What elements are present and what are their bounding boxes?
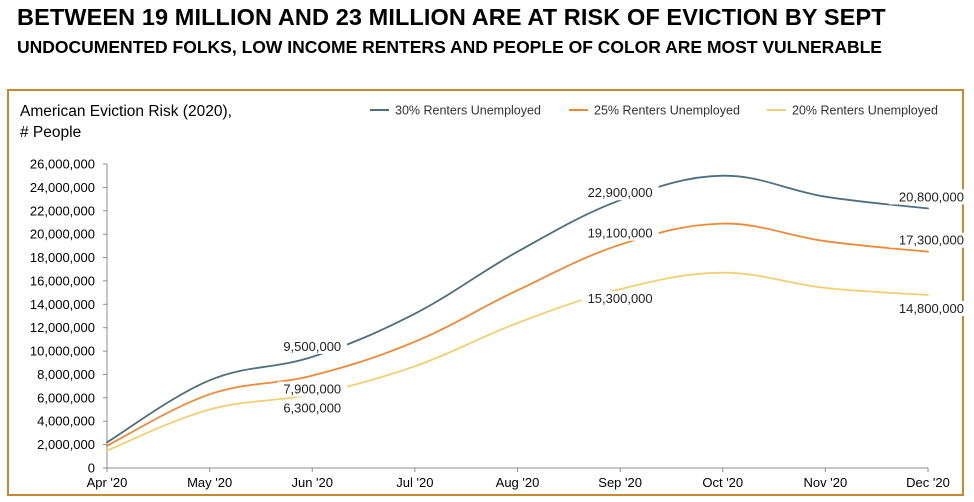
data-label-bg bbox=[581, 291, 659, 307]
y-tick-label: 10,000,000 bbox=[30, 344, 95, 359]
y-tick-label: 24,000,000 bbox=[30, 180, 95, 195]
series-2-point bbox=[926, 250, 930, 254]
data-label-bg bbox=[889, 232, 966, 248]
data-label: 15,300,000 bbox=[588, 291, 653, 306]
data-label: 6,300,000 bbox=[283, 400, 341, 415]
y-tick-label: 14,000,000 bbox=[30, 297, 95, 312]
chart-title-line2: # People bbox=[20, 124, 82, 141]
series-line-1 bbox=[106, 174, 929, 444]
series-2-point bbox=[823, 239, 827, 243]
x-tick-label: Sep '20 bbox=[598, 475, 642, 490]
data-label-bg bbox=[581, 225, 659, 241]
y-tick-label: 0 bbox=[88, 461, 95, 476]
y-tick-label: 6,000,000 bbox=[37, 390, 95, 405]
legend-label-3: 20% Renters Unemployed bbox=[792, 104, 938, 118]
data-label-bg bbox=[581, 185, 659, 201]
series-1-point bbox=[926, 206, 930, 210]
data-label: 20,800,000 bbox=[899, 189, 964, 204]
y-tick-label: 12,000,000 bbox=[30, 320, 95, 335]
data-label: 17,300,000 bbox=[899, 233, 964, 248]
series-3-point bbox=[926, 293, 930, 297]
x-tick-label: Jun '20 bbox=[291, 475, 333, 490]
series-line-3 bbox=[106, 271, 929, 452]
legend-label-1: 30% Renters Unemployed bbox=[395, 104, 541, 118]
y-tick-label: 18,000,000 bbox=[30, 250, 95, 265]
x-tick-label: May '20 bbox=[187, 475, 232, 490]
series-1-point bbox=[208, 378, 212, 382]
y-tick-label: 8,000,000 bbox=[37, 367, 95, 382]
series-3-point bbox=[823, 286, 827, 290]
series-1-point bbox=[310, 355, 314, 359]
series-3-point bbox=[208, 408, 212, 412]
x-tick-label: Dec '20 bbox=[906, 475, 950, 490]
headline: BETWEEN 19 MILLION AND 23 MILLION ARE AT… bbox=[17, 4, 886, 30]
legend-label-2: 25% Renters Unemployed bbox=[594, 104, 740, 118]
data-label-bg bbox=[277, 381, 348, 397]
series-2-point bbox=[618, 243, 622, 247]
series-1-point bbox=[105, 440, 109, 444]
data-label-bg bbox=[277, 338, 348, 354]
data-label: 22,900,000 bbox=[588, 185, 653, 200]
y-tick-label: 16,000,000 bbox=[30, 273, 95, 288]
series-line-2 bbox=[106, 222, 929, 447]
series-1-point bbox=[721, 174, 725, 178]
data-label-bg bbox=[889, 189, 966, 205]
y-tick-label: 26,000,000 bbox=[30, 157, 95, 172]
series-3-point bbox=[105, 448, 109, 452]
series-2-point bbox=[105, 444, 109, 448]
series-2-point bbox=[208, 392, 212, 396]
x-tick-label: Apr '20 bbox=[87, 475, 128, 490]
x-tick-label: Oct '20 bbox=[702, 475, 743, 490]
series-2-point bbox=[310, 374, 314, 378]
y-tick-label: 20,000,000 bbox=[30, 227, 95, 242]
y-tick-label: 22,000,000 bbox=[30, 203, 95, 218]
x-tick-label: Nov '20 bbox=[804, 475, 848, 490]
data-label: 7,900,000 bbox=[283, 382, 341, 397]
data-label-bg bbox=[277, 400, 348, 416]
chart-panel bbox=[7, 89, 964, 496]
subheadline: UNDOCUMENTED FOLKS, LOW INCOME RENTERS A… bbox=[17, 37, 882, 57]
series-1-point bbox=[823, 195, 827, 199]
x-tick-label: Jul '20 bbox=[396, 475, 433, 490]
series-2-point bbox=[721, 222, 725, 226]
data-label-bg bbox=[889, 300, 966, 316]
series-2-point bbox=[516, 288, 520, 292]
series-3-point bbox=[413, 364, 417, 368]
x-tick-label: Aug '20 bbox=[496, 475, 540, 490]
y-tick-label: 4,000,000 bbox=[37, 414, 95, 429]
data-label: 14,800,000 bbox=[899, 301, 964, 316]
y-tick-label: 2,000,000 bbox=[37, 437, 95, 452]
chart-title: American Eviction Risk (2020), # People bbox=[20, 101, 232, 143]
data-label: 9,500,000 bbox=[283, 339, 341, 354]
series-3-point bbox=[721, 271, 725, 275]
chart-title-line1: American Eviction Risk (2020), bbox=[20, 103, 232, 120]
data-label: 19,100,000 bbox=[588, 226, 653, 241]
series-1-point bbox=[413, 312, 417, 316]
series-3-point bbox=[516, 321, 520, 325]
series-1-point bbox=[516, 250, 520, 254]
series-2-point bbox=[413, 340, 417, 344]
